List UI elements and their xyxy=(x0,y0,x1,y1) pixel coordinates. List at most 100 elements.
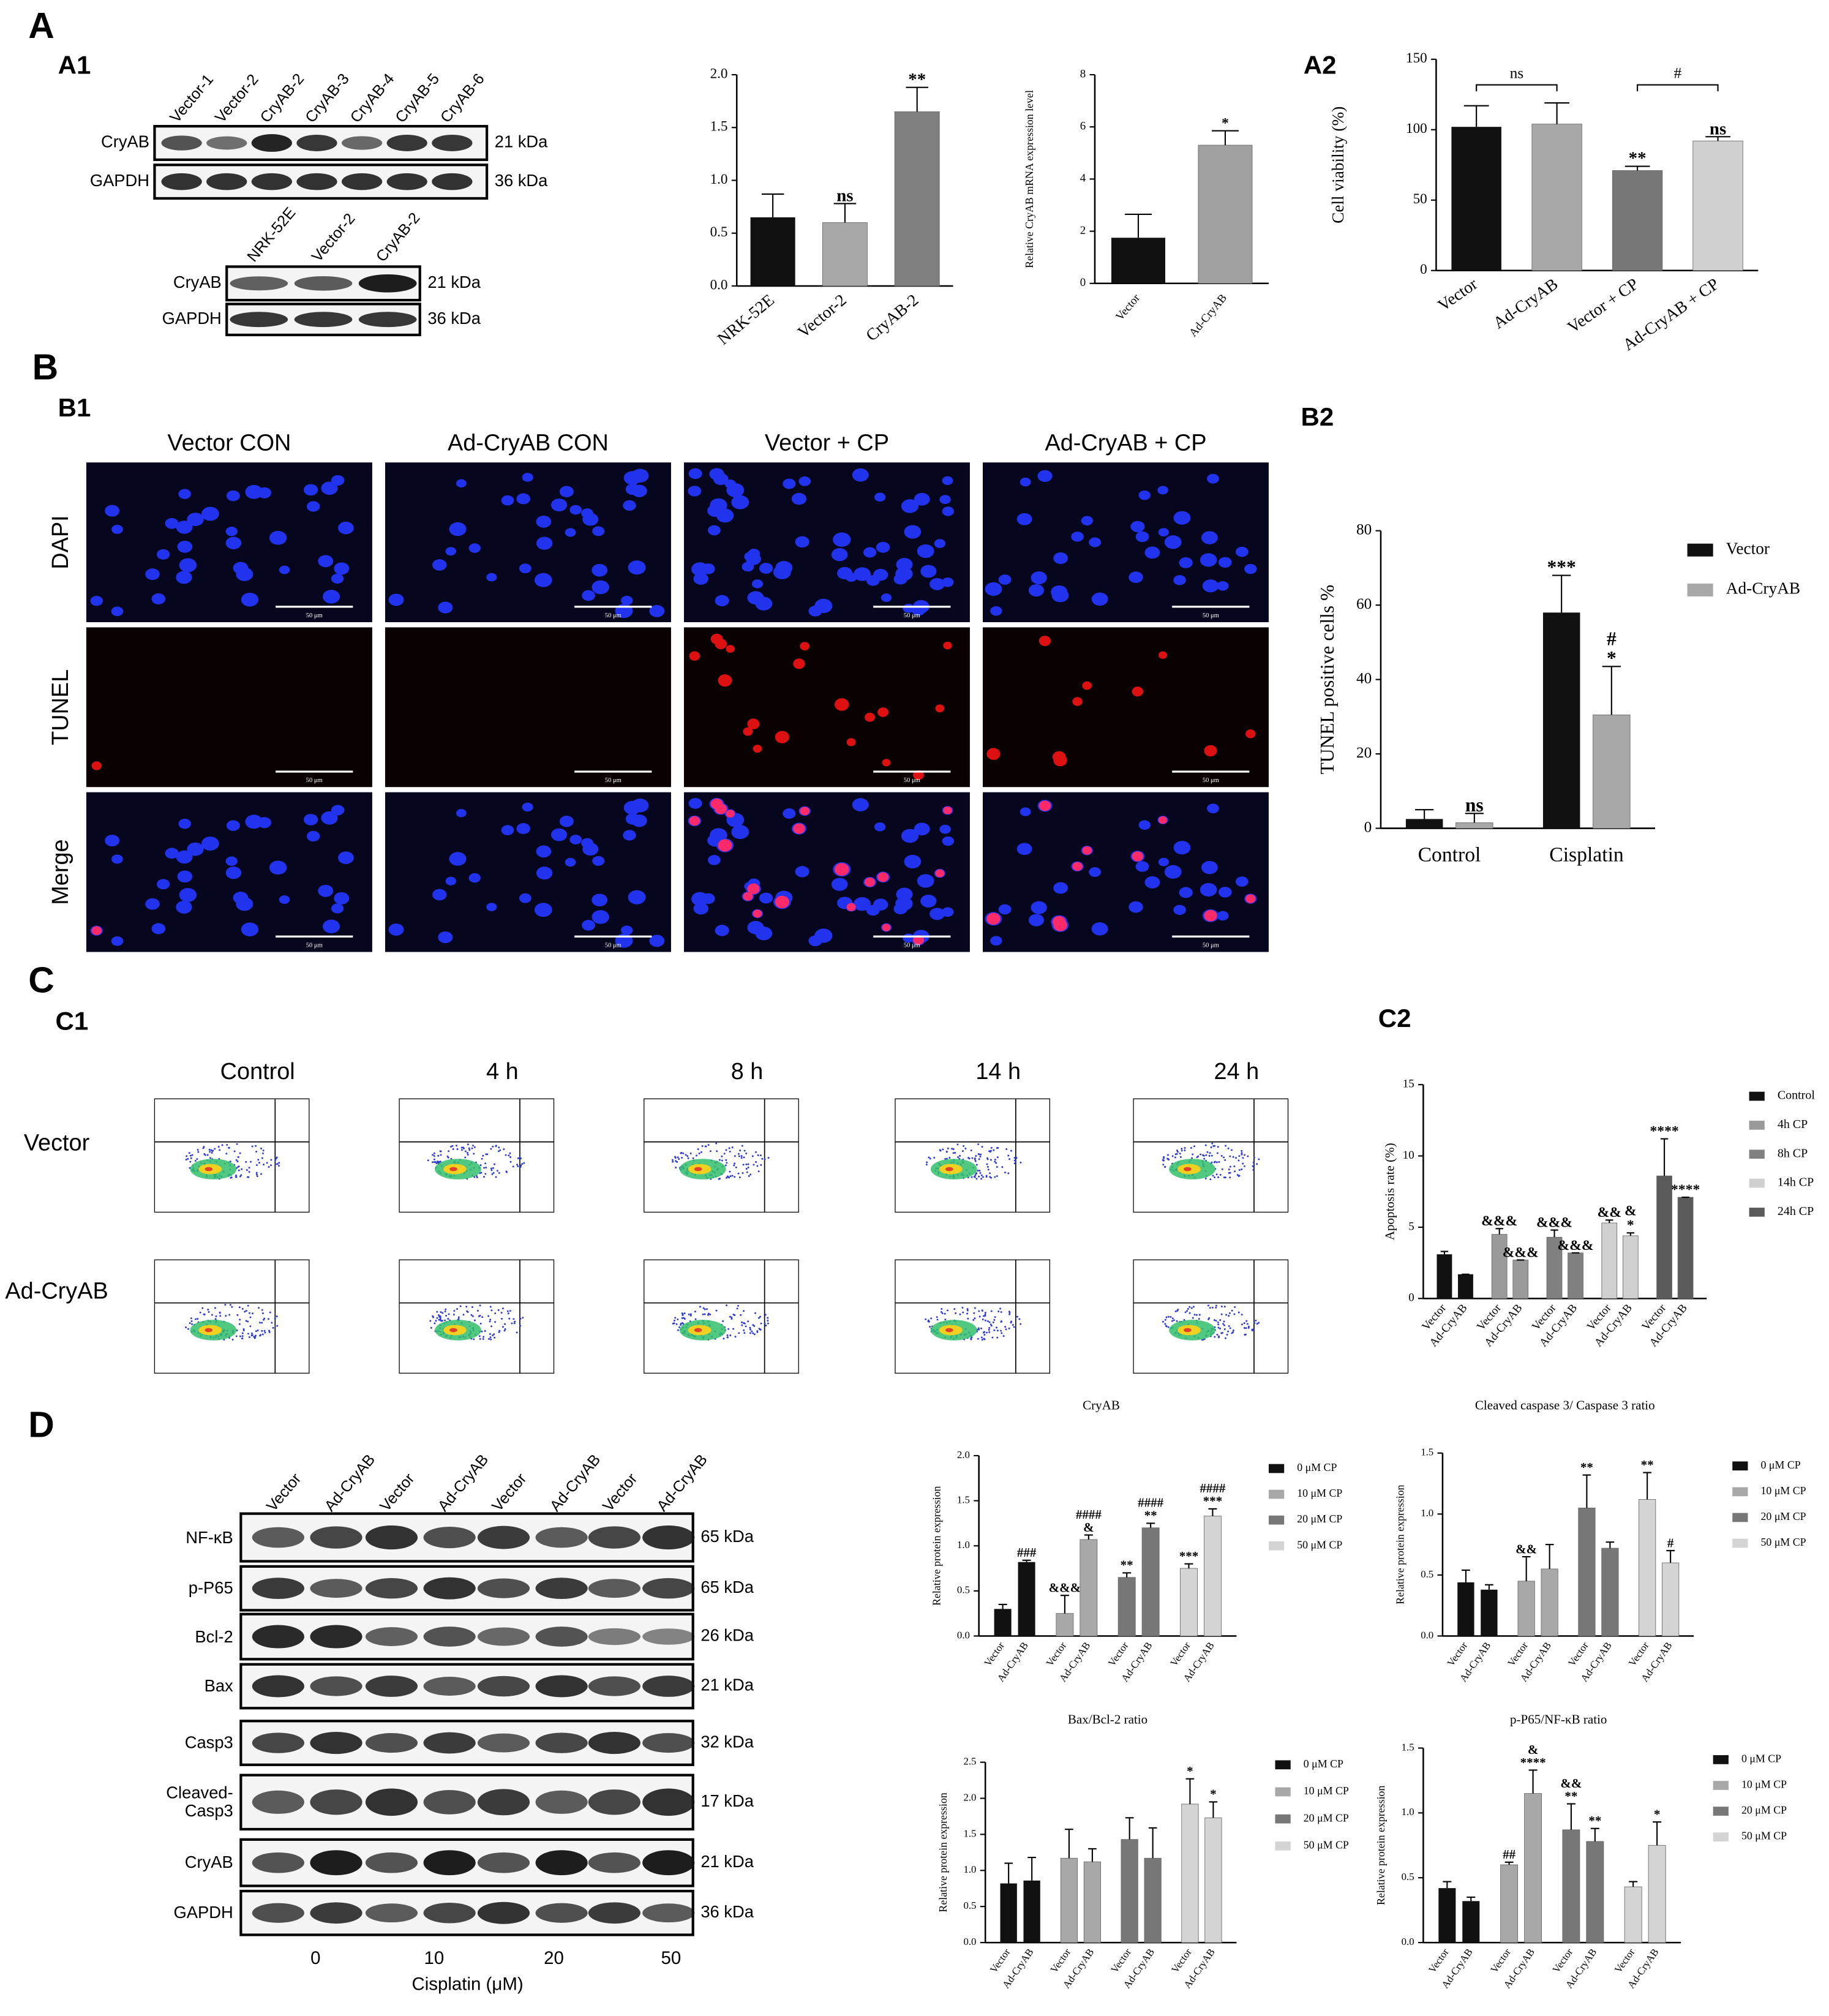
nucleus xyxy=(449,852,467,866)
flow-event xyxy=(509,1310,511,1312)
tunel-positive xyxy=(710,799,723,810)
flow-event xyxy=(1252,1165,1254,1167)
panel-label: C2 xyxy=(1378,1004,1411,1032)
flow-event xyxy=(989,1176,991,1178)
flow-event xyxy=(434,1161,437,1163)
nucleus xyxy=(338,851,354,864)
bar xyxy=(1546,1236,1563,1299)
blot-size: 32 kDa xyxy=(700,1732,754,1751)
flow-event xyxy=(246,1169,248,1172)
bar xyxy=(1692,140,1743,271)
legend-swatch xyxy=(1749,1121,1765,1130)
legend-label: 10 μM CP xyxy=(1741,1778,1787,1791)
y-tick-label: 60 xyxy=(1356,596,1372,612)
blot-row-label: NF-κB xyxy=(186,1527,233,1547)
flow-event xyxy=(503,1148,505,1151)
comparison-label: # xyxy=(1673,64,1681,82)
flow-event xyxy=(467,1152,468,1154)
tunel-positive xyxy=(726,810,735,818)
nucleus xyxy=(831,547,848,562)
flow-event xyxy=(966,1309,969,1312)
flow-event xyxy=(945,1151,948,1153)
flow-event xyxy=(214,1318,217,1320)
flow-event xyxy=(740,1155,743,1157)
flow-event xyxy=(490,1325,493,1328)
significance-label: *** xyxy=(1179,1549,1199,1563)
y-tick-label: 150 xyxy=(1406,50,1427,66)
flow-event xyxy=(261,1157,263,1159)
flow-event xyxy=(1179,1153,1181,1155)
flow-event xyxy=(266,1162,268,1164)
blot-band xyxy=(535,1790,588,1814)
blot-band xyxy=(230,312,288,328)
flow-plot xyxy=(644,1098,799,1213)
nucleus xyxy=(831,878,848,891)
nucleus xyxy=(998,904,1012,915)
nucleus xyxy=(269,530,287,545)
flow-event xyxy=(1162,1164,1165,1166)
bar xyxy=(1438,1888,1456,1943)
flow-event xyxy=(1198,1318,1200,1320)
flow-event xyxy=(748,1175,750,1177)
flow-event xyxy=(492,1145,494,1148)
flow-event xyxy=(440,1311,442,1314)
nucleus xyxy=(917,874,934,888)
flow-event xyxy=(241,1335,244,1337)
flow-event xyxy=(1238,1155,1241,1157)
flow-column-header: 4 h xyxy=(486,1059,519,1085)
flow-event xyxy=(1241,1149,1243,1152)
flow-event xyxy=(514,1320,516,1323)
nucleus xyxy=(1031,571,1047,585)
x-tick-label: Ad-CryAB xyxy=(1187,291,1230,339)
flow-event xyxy=(970,1338,972,1341)
flow-event xyxy=(683,1318,686,1320)
flow-event xyxy=(1001,1166,1004,1168)
nucleus xyxy=(111,936,124,946)
flow-event xyxy=(257,1159,260,1161)
flow-plot xyxy=(154,1259,310,1374)
flow-event xyxy=(490,1338,492,1341)
nucleus xyxy=(565,857,576,867)
flow-event xyxy=(966,1312,969,1315)
significance-label: & xyxy=(1083,1520,1094,1535)
x-tick-label: Control xyxy=(1418,844,1481,867)
flow-event xyxy=(962,1311,964,1314)
bar xyxy=(1512,1260,1529,1299)
nucleus xyxy=(486,903,497,911)
flow-event xyxy=(1229,1165,1231,1168)
flow-event xyxy=(489,1333,491,1335)
flow-event xyxy=(990,1323,992,1326)
flow-event xyxy=(723,1337,725,1340)
flow-event xyxy=(483,1176,485,1178)
blot-band xyxy=(423,1577,476,1600)
nucleus xyxy=(388,923,404,936)
flow-event xyxy=(1217,1321,1219,1323)
nucleus xyxy=(225,856,238,866)
bar xyxy=(1458,1274,1473,1299)
flow-event xyxy=(275,1157,277,1160)
flow-event xyxy=(1247,1155,1249,1157)
flow-event xyxy=(245,1320,247,1322)
nucleus xyxy=(331,573,344,584)
flow-event xyxy=(491,1173,494,1175)
nucleus xyxy=(569,505,582,515)
flow-event xyxy=(975,1172,978,1175)
microscopy-image xyxy=(982,792,1269,952)
scale-bar-label: 50 μm xyxy=(605,942,622,949)
y-tick-label: 1.0 xyxy=(957,1539,970,1551)
flow-event xyxy=(185,1159,187,1161)
y-tick-label: 0.5 xyxy=(1421,1568,1433,1580)
flow-event xyxy=(702,1307,705,1309)
blot-band xyxy=(423,1902,476,1924)
flow-event xyxy=(1184,1149,1186,1151)
significance-label: ### xyxy=(1017,1545,1037,1560)
flow-event xyxy=(1217,1176,1219,1178)
blot-band xyxy=(642,1732,695,1753)
flow-event xyxy=(511,1322,513,1325)
bar xyxy=(1562,1829,1580,1943)
y-tick-label: 0.5 xyxy=(1402,1871,1414,1882)
nucleus xyxy=(693,902,708,915)
bar xyxy=(1517,1581,1535,1636)
bar xyxy=(1451,127,1501,271)
nucleus xyxy=(1020,807,1031,816)
